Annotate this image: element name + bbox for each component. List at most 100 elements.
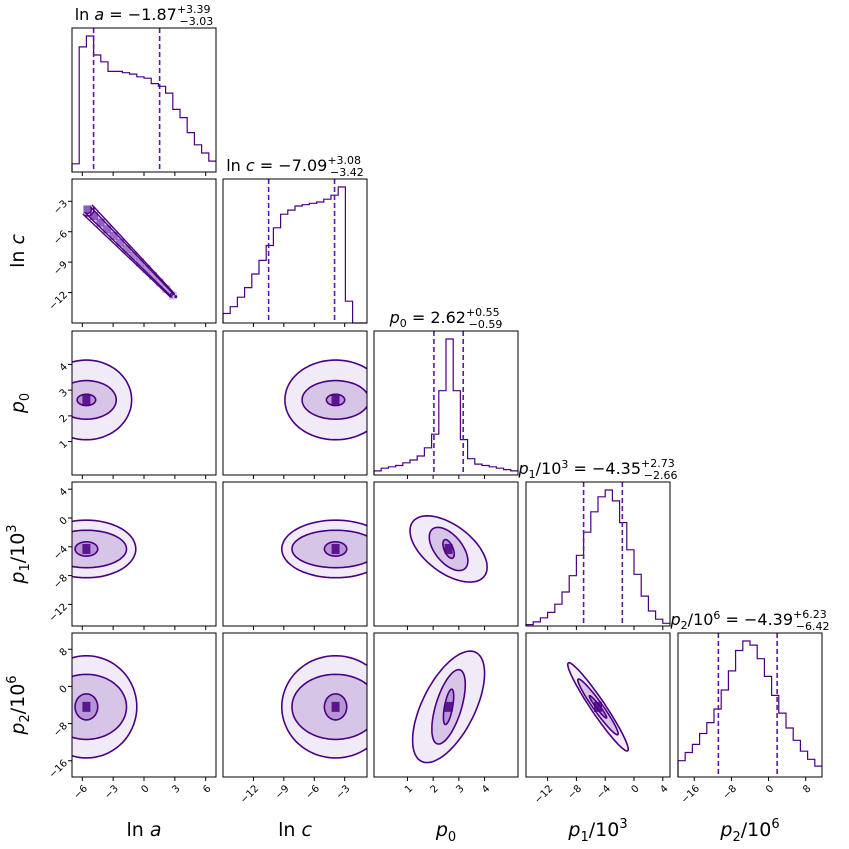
x-tick-label-lnc: −6 [304,783,322,801]
panel-lnc-p0 [222,330,368,476]
contour-level-0 [76,393,97,407]
axis-sub: 0 [448,830,456,845]
density-cell [103,225,112,234]
x-tick-label-p1: −4 [595,783,613,801]
contour-level-0 [84,206,176,299]
y-tick-label-p1: −12 [47,602,70,625]
density-cell [109,231,118,240]
panel-frame [373,481,519,627]
density-lnc-p0 [284,359,367,441]
title-lnc: ln c = −7.09+3.08 −3.42 [226,154,364,179]
density-lnc-p1 [280,519,367,579]
x-axis-label-lnc: ln c [278,819,312,841]
axis-sub: 1 [18,563,33,571]
title-ln: ln [75,5,95,24]
histogram-lnc [222,186,367,324]
title-value: = −4.39 [720,610,793,629]
axis-var: c [301,819,312,841]
density-cell [96,218,105,227]
panel-hist-lnc: ln c = −7.09+3.08 −3.42 [222,154,368,324]
contour-level-2 [411,650,486,764]
contour-level-1 [291,673,367,741]
density-cell [155,278,164,287]
y-axis-label-p0: p0 [7,393,33,414]
contour-level-1 [72,673,128,741]
axis-var: p [7,401,29,414]
title-lower: −3.42 [330,166,364,179]
density-peak [444,543,453,554]
x-tick-label-p0: 2 [429,783,441,795]
x-tick-label-p2: −16 [679,783,702,806]
y-tick-label-lnc: −9 [52,259,70,277]
y-tick-label-p2: −16 [47,758,70,781]
axis-ln: ln [126,819,149,841]
density-cell [89,212,98,221]
title-sub: 1 [529,468,536,481]
panel-frame [373,632,519,778]
x-tick-label-lna: −3 [103,783,121,801]
axis-slash: /10 [7,533,29,564]
density-lnc-p2 [280,655,367,759]
axis-sub: 1 [580,830,588,845]
x-axis-label-p2: p2/106 [719,817,779,845]
y-tick-label-p0: 3 [58,387,70,399]
x-tick-label-lna: −6 [72,783,90,801]
title-upper: +3.08 [327,154,361,167]
title-lna: ln a = −1.87+3.39 −3.03 [75,3,214,28]
contour-level-0 [74,693,99,721]
density-peak [331,543,340,554]
density-lna-lnc [82,204,178,300]
x-tick-label-p1: 0 [629,783,641,795]
panel-hist-p1: p1/103 = −4.35+2.73 −2.66 [518,457,678,627]
title-upper: +3.39 [177,3,211,16]
title-p0: p0 = 2.62+0.55 −0.59 [389,306,503,331]
x-tick-label-p2: 8 [801,783,813,795]
contour-level-0 [442,538,455,560]
title-exp: 6 [713,609,720,622]
title-upper: +0.55 [466,306,500,319]
axis-var: c [7,234,29,245]
y-tick-label-p1: 4 [58,486,70,498]
density-peak [82,543,91,554]
histogram-p1 [525,489,670,626]
density-lna-p0 [72,359,133,441]
panel-lnc-p2 [222,632,368,778]
density-cell [129,251,138,260]
y-axis-label-lnc: ln c [7,234,29,268]
contour-level-1 [576,678,620,736]
density-level-1 [72,674,127,740]
x-axis-label-p1: p1/103 [567,817,627,845]
title-lower: −2.66 [644,469,678,482]
density-peak [82,701,91,712]
title-var: a [94,5,104,24]
x-tick-label-lna: 3 [170,783,182,795]
density-peak [331,394,340,405]
density-cell [116,238,125,247]
contour-level-2 [280,655,367,759]
title-value: = −4.35 [568,459,641,478]
density-cell [135,258,144,267]
axis-sub: 2 [18,714,33,722]
panel-lnc-p1 [222,481,368,627]
panel-frame [222,178,368,324]
panel-lna-p0 [71,330,217,476]
axis-slash: /10 [589,819,620,841]
axis-var: p [435,819,448,841]
y-tick-label-lnc: −6 [52,229,70,247]
density-peak [444,701,453,712]
histogram-p2 [677,640,822,777]
panel-hist-lna: ln a = −1.87+3.39 −3.03 [71,3,217,173]
panel-hist-p2: p2/106 = −4.39+6.23 −6.42 [670,608,829,778]
contour-level-1 [428,526,469,572]
contour-level-2 [72,519,137,579]
title-lower: −0.59 [469,318,503,331]
panel-frame [222,330,368,476]
density-peak [331,701,340,712]
density-p1-p2 [567,661,629,752]
density-level-2 [72,520,136,578]
density-cell [149,271,158,280]
panel-frame [525,481,671,627]
x-tick-label-p1: 4 [658,783,670,795]
contour-level-2 [567,661,629,752]
axis-sub: 2 [732,830,740,845]
